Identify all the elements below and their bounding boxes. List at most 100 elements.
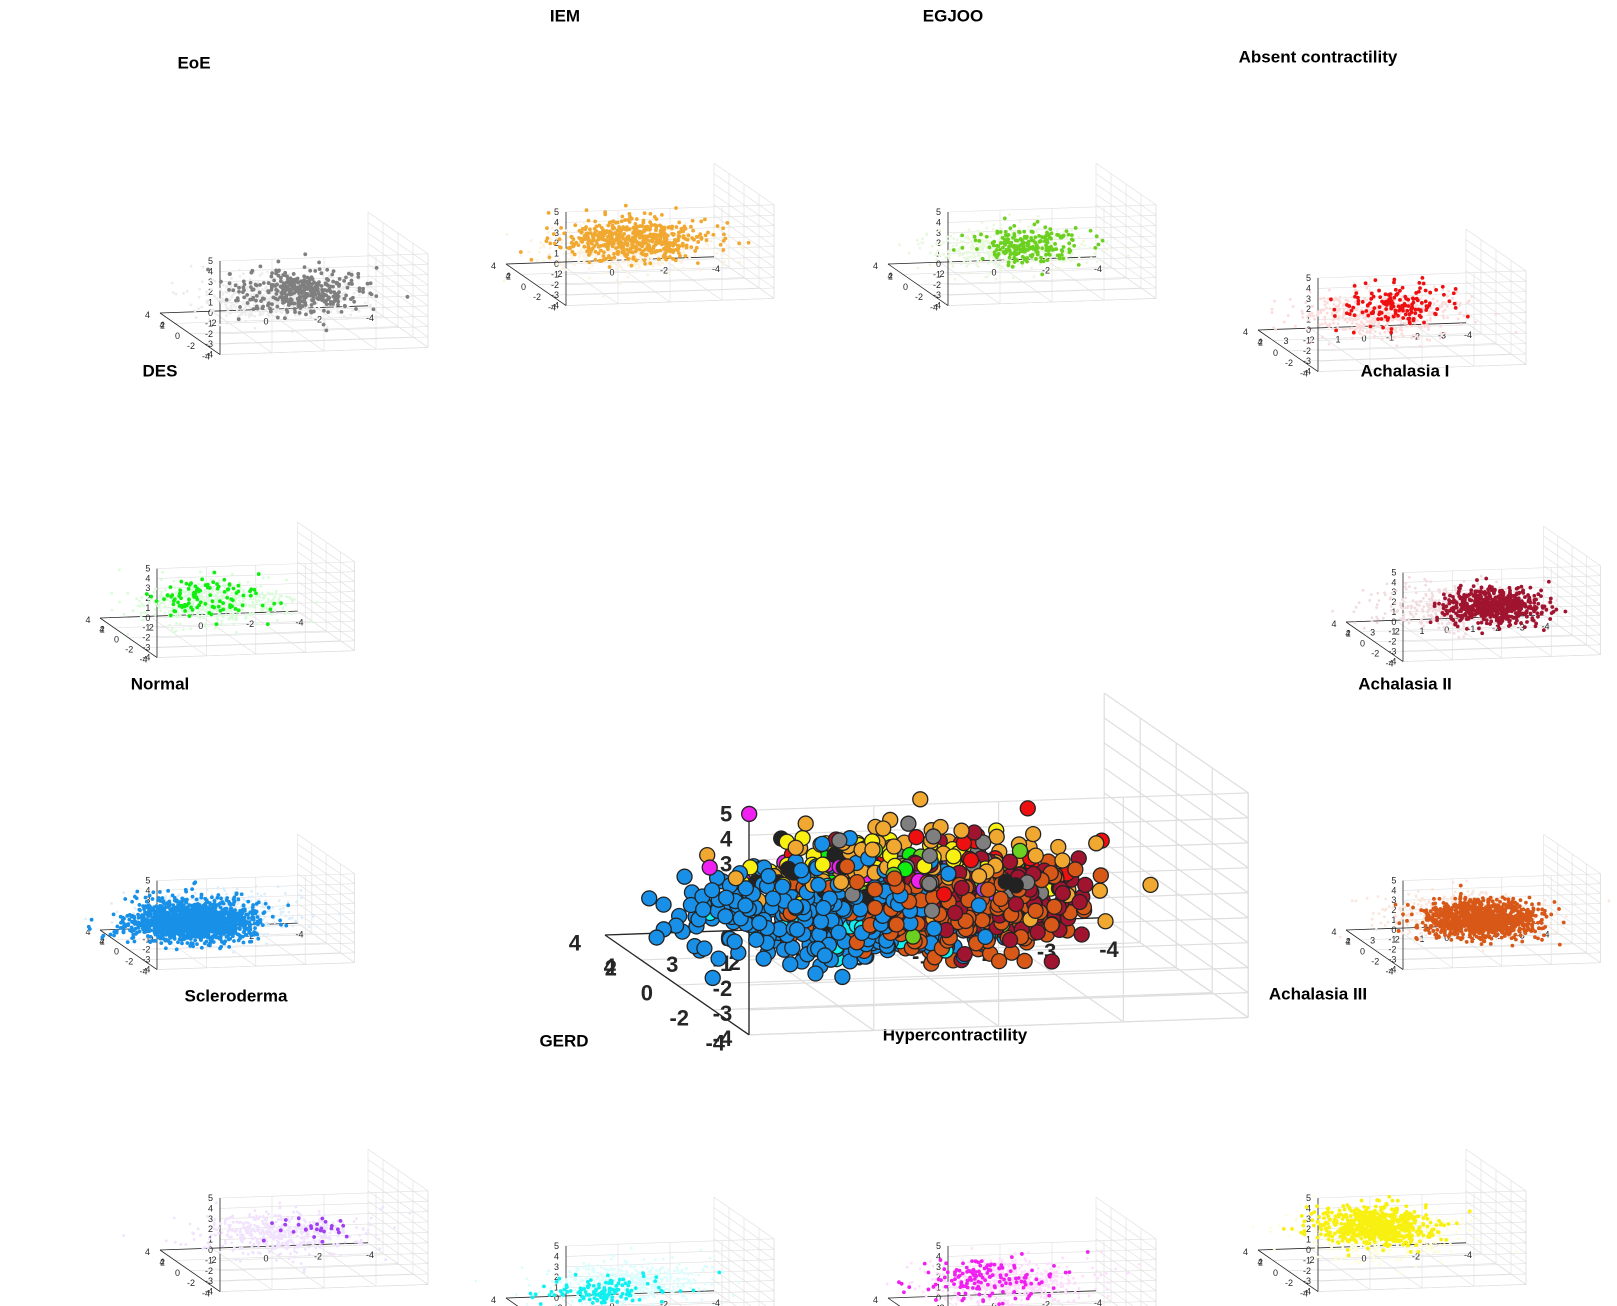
data-point xyxy=(228,272,232,276)
background-point xyxy=(247,315,251,318)
background-point xyxy=(1375,621,1379,625)
background-point xyxy=(568,230,572,234)
data-point xyxy=(703,233,708,238)
data-point xyxy=(357,289,362,293)
background-point xyxy=(605,271,608,275)
data-point xyxy=(224,297,229,302)
background-point xyxy=(1036,215,1040,218)
data-point xyxy=(1035,219,1040,224)
background-point xyxy=(965,258,969,262)
background-point xyxy=(204,613,208,617)
background-point xyxy=(1324,306,1328,310)
data-point xyxy=(612,226,616,231)
background-point xyxy=(277,301,281,305)
data-point xyxy=(1392,295,1397,300)
data-point xyxy=(612,255,617,260)
background-point xyxy=(1407,621,1411,625)
background-point xyxy=(626,264,630,267)
data-point xyxy=(1519,621,1523,625)
background-point xyxy=(393,271,397,275)
data-point xyxy=(631,255,636,260)
data-point xyxy=(1418,308,1423,313)
background-point xyxy=(1402,334,1405,338)
background-point xyxy=(1001,264,1004,268)
background-point xyxy=(579,247,583,251)
background-point xyxy=(637,262,640,266)
data-point xyxy=(1548,617,1553,621)
background-point xyxy=(1430,591,1434,595)
background-point xyxy=(135,597,139,601)
data-point xyxy=(1384,307,1389,311)
background-point xyxy=(1344,317,1348,320)
background-point xyxy=(614,267,618,271)
data-point xyxy=(337,277,342,281)
data-point xyxy=(335,292,340,296)
data-point xyxy=(661,255,666,259)
data-point xyxy=(1379,311,1384,315)
data-point xyxy=(586,237,591,241)
data-point xyxy=(629,263,634,268)
background-point xyxy=(561,263,565,267)
background-point xyxy=(594,254,598,258)
background-point xyxy=(985,226,989,230)
background-point xyxy=(966,237,970,240)
z-tick-label: 5 xyxy=(1391,567,1396,577)
data-point xyxy=(326,278,331,283)
background-point xyxy=(680,261,684,265)
background-point xyxy=(336,309,340,313)
data-point xyxy=(297,311,302,315)
background-point xyxy=(590,264,594,268)
data-point xyxy=(1047,235,1052,240)
background-point xyxy=(225,285,229,289)
z-tick-label: -4 xyxy=(551,301,559,311)
data-point xyxy=(693,249,698,253)
background-point xyxy=(986,261,990,265)
background-point xyxy=(951,264,955,268)
y-tick-label: 0 xyxy=(114,635,119,645)
background-point xyxy=(270,612,274,616)
data-point xyxy=(1434,287,1439,292)
data-point xyxy=(594,229,598,233)
data-point xyxy=(245,293,250,297)
background-point xyxy=(593,261,597,264)
background-point xyxy=(1328,307,1332,310)
background-point xyxy=(1035,230,1039,234)
y-tick-label: 2 xyxy=(1258,337,1263,347)
background-point xyxy=(290,330,294,333)
background-point xyxy=(585,256,588,260)
background-point xyxy=(1071,252,1074,255)
data-point xyxy=(293,279,298,284)
background-point xyxy=(249,306,252,310)
background-point xyxy=(163,611,167,615)
data-point xyxy=(1049,231,1054,236)
data-point xyxy=(1073,226,1078,230)
data-point xyxy=(297,287,302,291)
data-point xyxy=(647,239,652,243)
background-point xyxy=(1444,301,1447,305)
background-point xyxy=(1373,330,1377,333)
background-point xyxy=(1288,297,1292,301)
data-point xyxy=(212,570,217,575)
background-point xyxy=(257,599,261,603)
background-point xyxy=(226,308,230,312)
background-point xyxy=(955,238,959,242)
data-point xyxy=(240,603,245,608)
data-point xyxy=(272,601,277,606)
background-point xyxy=(1357,331,1361,334)
data-point xyxy=(309,310,314,315)
data-point xyxy=(633,249,638,254)
background-point xyxy=(220,622,224,626)
background-point xyxy=(646,259,650,263)
background-point xyxy=(148,600,151,604)
data-point xyxy=(195,605,200,610)
background-point xyxy=(1415,608,1419,612)
background-point xyxy=(309,620,313,624)
background-point xyxy=(1410,605,1414,609)
background-point xyxy=(207,590,211,593)
data-point xyxy=(221,601,226,606)
data-point xyxy=(951,248,956,252)
data-point xyxy=(374,294,379,299)
background-point xyxy=(248,278,252,281)
background-point xyxy=(557,257,561,261)
background-point xyxy=(1385,323,1389,327)
